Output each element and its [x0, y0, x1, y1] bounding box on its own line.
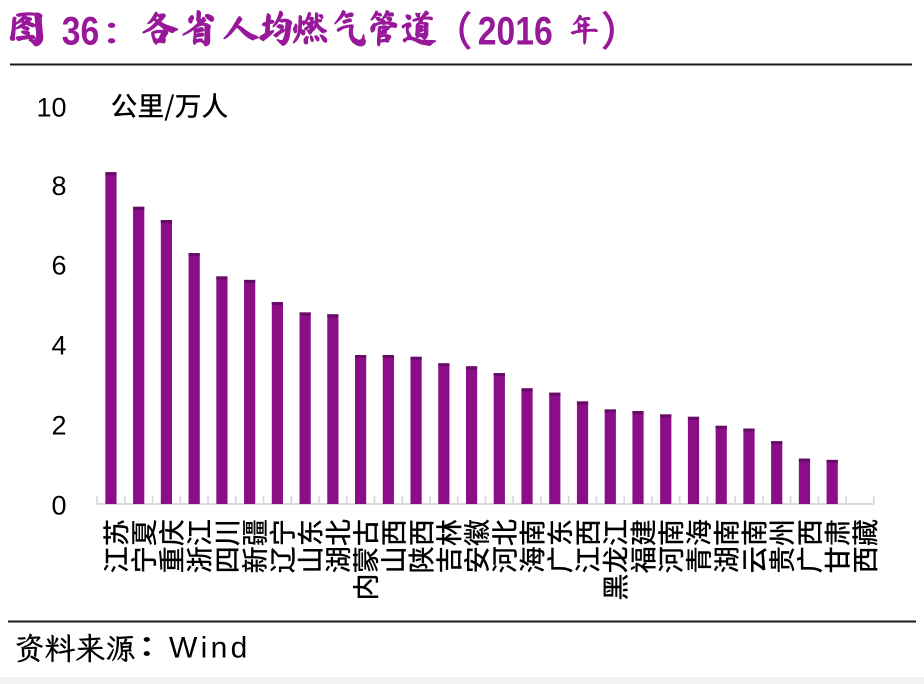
svg-text:2016: 2016 [478, 10, 553, 54]
svg-text:0: 0 [51, 490, 66, 520]
svg-text:8: 8 [51, 171, 66, 201]
svg-text:10: 10 [36, 92, 66, 122]
svg-text:6: 6 [51, 251, 66, 281]
svg-text:Wind: Wind [169, 632, 251, 665]
svg-text:4: 4 [51, 331, 66, 361]
svg-text:36: 36 [62, 10, 100, 54]
svg-text:2: 2 [51, 410, 66, 440]
